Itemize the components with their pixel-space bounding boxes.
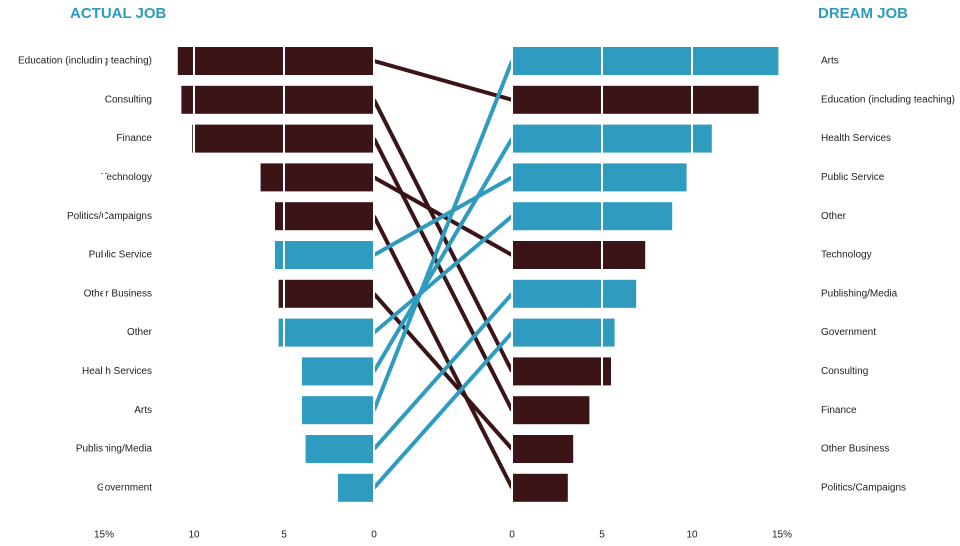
category-label: Publishing/Media bbox=[76, 444, 153, 455]
bar bbox=[512, 396, 590, 425]
bar bbox=[278, 279, 374, 308]
connector bbox=[372, 214, 514, 335]
x-tick-label: 0 bbox=[509, 530, 515, 541]
x-tick-label: 5 bbox=[281, 530, 287, 541]
connector bbox=[372, 60, 514, 411]
category-label: Government bbox=[821, 327, 876, 338]
category-label: Health Services bbox=[821, 133, 891, 144]
category-label: Publishing/Media bbox=[821, 288, 898, 299]
bar bbox=[512, 241, 646, 269]
category-label: Education (including teaching) bbox=[18, 56, 152, 67]
bar bbox=[512, 47, 779, 75]
x-tick-label: 5 bbox=[599, 530, 605, 541]
category-label: Technology bbox=[101, 172, 152, 183]
category-label: Arts bbox=[134, 405, 152, 416]
bar bbox=[512, 202, 673, 231]
category-label: Politics/Campaigns bbox=[821, 482, 906, 493]
bar bbox=[512, 163, 687, 192]
connector bbox=[372, 137, 514, 373]
category-label: Other bbox=[821, 211, 847, 222]
bar bbox=[512, 124, 712, 153]
bar bbox=[512, 318, 615, 347]
category-label: Politics/Campaigns bbox=[67, 211, 152, 222]
bar bbox=[260, 163, 374, 192]
x-tick-label: 15% bbox=[772, 530, 792, 541]
bar bbox=[512, 279, 637, 308]
connector bbox=[372, 331, 514, 490]
x-tick-label: 10 bbox=[188, 530, 200, 541]
right-title: DREAM JOB bbox=[818, 5, 908, 22]
category-label: Technology bbox=[821, 250, 872, 261]
category-label: Finance bbox=[116, 133, 152, 144]
category-label: Arts bbox=[821, 56, 839, 67]
category-label: Finance bbox=[821, 405, 857, 416]
category-label: Consulting bbox=[105, 94, 152, 105]
category-label: Other Business bbox=[821, 444, 889, 455]
connectors bbox=[372, 59, 514, 490]
bar bbox=[512, 435, 574, 463]
category-label: Government bbox=[97, 482, 152, 493]
bar bbox=[305, 435, 374, 463]
category-label: Consulting bbox=[821, 366, 868, 377]
bar bbox=[275, 241, 374, 269]
category-label: Other bbox=[127, 327, 153, 338]
bar bbox=[302, 357, 374, 386]
connector bbox=[372, 292, 514, 451]
x-tick-label: 15% bbox=[94, 530, 114, 541]
bar bbox=[275, 202, 374, 231]
bar bbox=[278, 318, 374, 347]
x-tick-label: 0 bbox=[371, 530, 377, 541]
bar bbox=[338, 473, 374, 502]
bar bbox=[302, 396, 374, 425]
connector bbox=[373, 175, 513, 257]
category-label: Public Service bbox=[89, 250, 153, 261]
bar bbox=[177, 47, 374, 75]
bar bbox=[512, 357, 611, 386]
connector bbox=[373, 59, 513, 102]
x-tick-label: 10 bbox=[686, 530, 698, 541]
category-label: Health Services bbox=[82, 366, 152, 377]
category-label: Education (including teaching) bbox=[821, 94, 955, 105]
left-title: ACTUAL JOB bbox=[70, 5, 167, 22]
connector bbox=[372, 215, 514, 489]
bar bbox=[512, 85, 759, 114]
category-label: Public Service bbox=[821, 172, 885, 183]
category-label: Other Business bbox=[84, 288, 152, 299]
bar bbox=[181, 85, 374, 114]
bar bbox=[512, 473, 568, 502]
